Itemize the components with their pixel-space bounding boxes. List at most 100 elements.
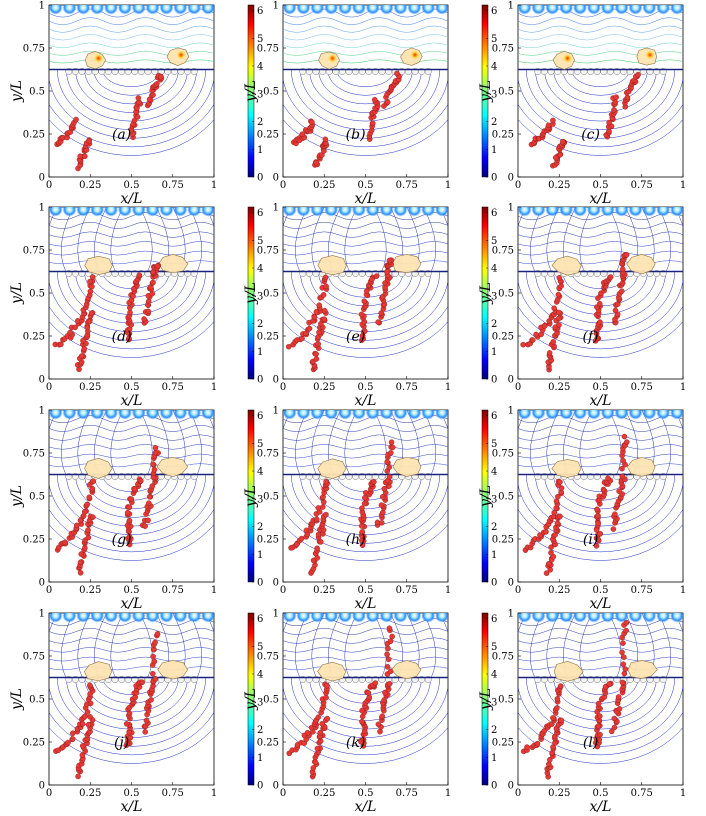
panel-label: (d) [112, 329, 132, 345]
particle [372, 680, 379, 686]
colorbar-tick-label: 2 [491, 117, 497, 128]
particle [388, 439, 395, 445]
particle [86, 318, 93, 325]
y-tick-label: 0 [39, 375, 45, 386]
colorbar-tick-label: 0 [491, 578, 497, 589]
particle [323, 511, 329, 518]
electrode-blob [157, 660, 189, 680]
y-tick-label: 0.25 [257, 332, 279, 343]
particle [82, 153, 88, 160]
particle [593, 543, 600, 549]
particle [619, 679, 626, 686]
x-tick-label: 1 [445, 788, 451, 799]
particle [89, 283, 95, 290]
y-tick-label: 1 [508, 609, 514, 620]
electrode-bubble [159, 207, 174, 217]
electrode-bubble [628, 613, 643, 623]
electrode-bubble [365, 410, 380, 420]
particle [127, 309, 133, 316]
x-tick-label: 0 [280, 180, 286, 191]
electrode-bubble [62, 5, 77, 15]
electrode-bubble [586, 410, 601, 420]
plot-area [282, 4, 449, 178]
particle [294, 541, 300, 548]
colorbar-tick-label: 4 [257, 62, 263, 73]
particle [379, 520, 385, 526]
electrode-bubble [351, 5, 366, 15]
particle [126, 504, 133, 511]
electrode-bubble [670, 410, 683, 420]
particle [87, 278, 93, 285]
particle [87, 682, 93, 689]
particle [127, 734, 134, 741]
electrode-blob [84, 457, 113, 479]
particle [550, 339, 557, 345]
electrode-bubble [324, 410, 339, 420]
electrode-blob [553, 661, 584, 682]
electrode-blob [317, 661, 347, 682]
particle [315, 714, 322, 720]
particle [145, 308, 152, 315]
y-tick-label: 0 [39, 173, 45, 184]
x-tick-label: 1 [445, 180, 451, 191]
particle [309, 119, 315, 125]
particle [65, 739, 71, 746]
particle [546, 350, 553, 356]
colorbar-tick-label: 3 [257, 291, 263, 302]
x-tick-label: 1 [680, 788, 686, 799]
electrode-bubble [379, 613, 394, 623]
particle [152, 449, 159, 456]
panel-label: (l) [583, 735, 598, 751]
x-axis-label: x/L [590, 799, 612, 815]
particle [152, 639, 158, 646]
particle [550, 117, 556, 124]
panel-label: (c) [581, 127, 600, 143]
electrode-blob [626, 457, 656, 477]
y-axis-label: y/L [9, 485, 25, 508]
particle [82, 545, 88, 551]
y-tick-label: 1 [273, 203, 279, 214]
x-tick-label: 0.75 [631, 788, 653, 799]
x-tick-label: 1 [445, 585, 451, 596]
particle [635, 71, 641, 78]
electrode-bubble [670, 207, 683, 217]
particle [313, 356, 320, 362]
particle [142, 729, 148, 735]
particle [548, 549, 554, 556]
electrode-bubble [104, 5, 119, 15]
particle [379, 494, 386, 500]
electrode-blob [626, 254, 656, 275]
y-tick-label: 0 [273, 173, 279, 184]
potential-contours [283, 410, 448, 576]
electrode-bubble [600, 5, 615, 15]
x-tick-label: 0.5 [358, 788, 374, 799]
particle [611, 715, 618, 722]
electrode-bubble [518, 5, 532, 15]
particle [555, 493, 561, 500]
y-tick-label: 0.5 [498, 87, 514, 98]
colorbar-tick-label: 6 [257, 614, 263, 625]
particle [154, 81, 160, 87]
particle [389, 444, 396, 451]
particle [551, 305, 557, 311]
plot-area [48, 4, 215, 178]
particle [321, 148, 327, 154]
potential-contours [518, 613, 683, 780]
electrode-bubble [642, 207, 657, 217]
particle [541, 728, 548, 734]
particle [557, 151, 564, 158]
electrode-bubble [104, 410, 119, 420]
potential-contours [518, 5, 683, 169]
colorbar-tick-label: 6 [257, 411, 263, 422]
colorbar-tick-label: 0 [257, 173, 263, 184]
particle [317, 539, 324, 545]
electrode-bubble [656, 207, 671, 217]
electrode-bubble [62, 613, 77, 623]
panel-i: 0 0.25 0.5 0.75 1 0 0.25 0.5 0.75 1 x/L y/L (i) 0 1 2 3 4… [478, 406, 686, 613]
particle [124, 509, 131, 516]
electrode-bubble [435, 410, 448, 420]
particle [361, 298, 368, 304]
y-tick-label: 0 [508, 375, 514, 386]
particle [148, 697, 154, 703]
y-tick-label: 1 [273, 406, 279, 417]
